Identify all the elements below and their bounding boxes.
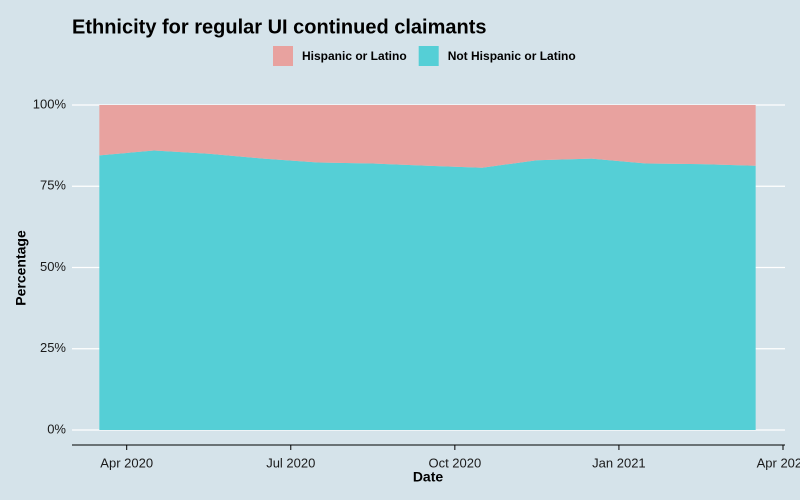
legend-swatch [273, 46, 293, 66]
x-tick-label: Apr 2020 [100, 455, 153, 470]
y-tick-label: 25% [40, 340, 66, 355]
x-tick-label: Jan 2021 [592, 455, 646, 470]
y-tick-label: 100% [33, 96, 67, 111]
legend-label: Not Hispanic or Latino [448, 49, 576, 63]
y-tick-label: 0% [47, 421, 66, 436]
y-tick-label: 75% [40, 178, 66, 193]
x-tick-label: Apr 2021 [757, 455, 800, 470]
area [99, 105, 756, 168]
x-axis-title: Date [413, 469, 444, 485]
x-tick-label: Oct 2020 [428, 455, 481, 470]
legend-label: Hispanic or Latino [302, 49, 407, 63]
x-tick-label: Jul 2020 [266, 455, 315, 470]
y-axis-title: Percentage [13, 230, 29, 306]
y-tick-label: 50% [40, 259, 66, 274]
legend-swatch [418, 46, 439, 66]
chart-title: Ethnicity for regular UI continued claim… [72, 16, 487, 38]
area [99, 150, 756, 430]
